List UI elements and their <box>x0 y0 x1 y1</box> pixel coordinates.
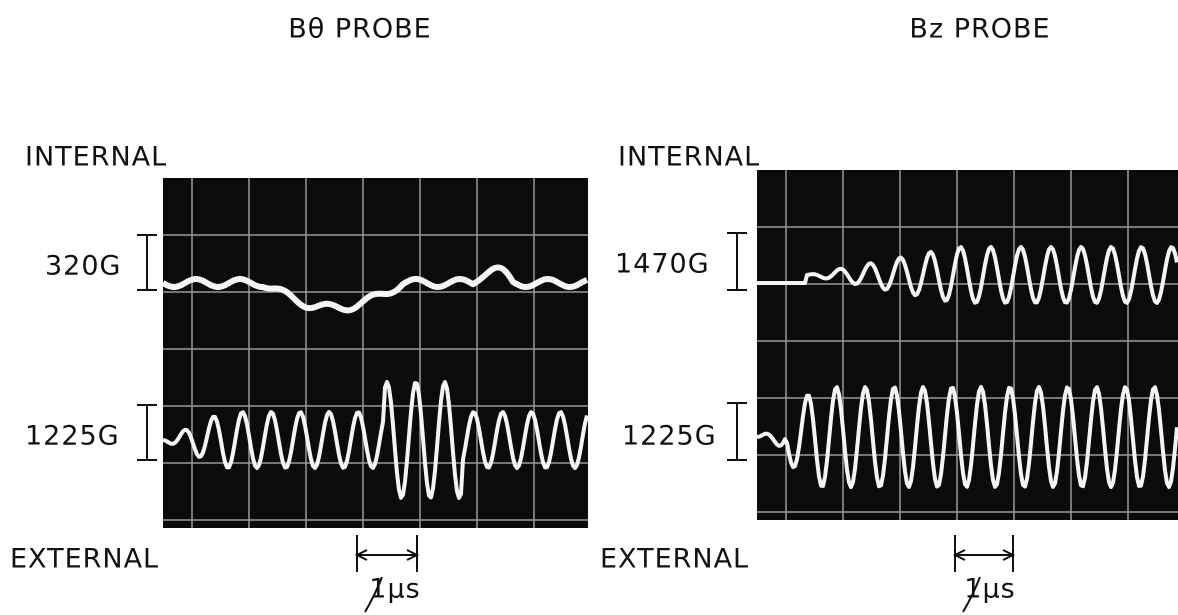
scale-bracket <box>727 402 747 461</box>
scale-label: 1470G <box>615 249 710 280</box>
external-label: EXTERNAL <box>10 544 159 575</box>
scale-bracket <box>727 232 747 291</box>
scale-label: 320G <box>45 251 121 282</box>
scope-screen <box>756 170 1178 520</box>
trace <box>161 264 589 314</box>
panel-title: Bz PROBE <box>909 14 1050 45</box>
screen-background <box>163 178 588 528</box>
trace <box>756 385 1178 489</box>
scope-screen <box>161 178 589 528</box>
pointer <box>364 576 383 613</box>
internal-label: INTERNAL <box>618 142 760 173</box>
panel: Bz PROBE INTERNAL EXTERNAL 1470G 1225G 1… <box>600 14 1178 613</box>
time-scale-label: 1μs <box>964 574 1015 605</box>
trace <box>162 380 589 500</box>
scale-bracket <box>137 234 157 291</box>
trace <box>757 245 1178 305</box>
scale-label: 1225G <box>25 421 120 452</box>
external-label: EXTERNAL <box>600 544 749 575</box>
scale-label: 1225G <box>622 421 717 452</box>
time-bracket <box>952 535 1016 572</box>
scale-bracket <box>137 404 157 461</box>
panel: Bθ PROBE INTERNAL EXTERNAL 320G 1225G 1μ… <box>10 14 589 613</box>
panel-title: Bθ PROBE <box>288 14 432 45</box>
time-bracket <box>354 535 420 572</box>
pointer <box>962 576 981 613</box>
internal-label: INTERNAL <box>25 142 167 173</box>
